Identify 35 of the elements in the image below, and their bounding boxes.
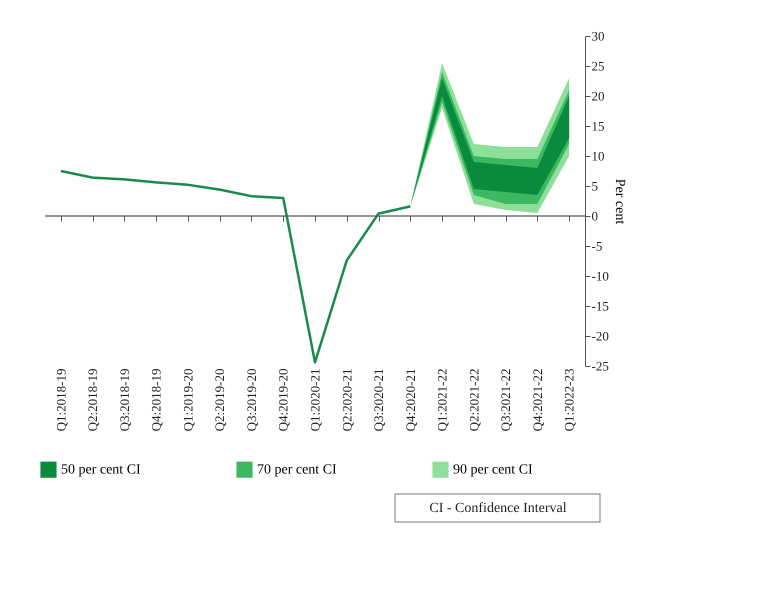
x-tick-label: Q3:2018-19 xyxy=(116,368,132,432)
x-tick-label: Q3:2021-22 xyxy=(498,368,514,432)
x-tick-label: Q4:2019-20 xyxy=(276,368,291,432)
y-tick-label: -5 xyxy=(592,238,602,254)
x-tick-label: Q4:2021-22 xyxy=(530,368,545,432)
y-tick-label: -10 xyxy=(592,268,609,284)
y-tick-label: 30 xyxy=(592,28,604,44)
x-tick-label: Q4:2020-21 xyxy=(402,368,418,432)
x-tick-label: Q2:2018-19 xyxy=(85,368,100,432)
x-tick-label: Q1:2018-19 xyxy=(53,368,68,432)
x-tick-label: Q2:2019-20 xyxy=(212,368,228,432)
y-tick-label: 25 xyxy=(592,58,604,74)
x-tick-label: Q1:2021-22 xyxy=(434,368,450,432)
legend-label: 90 per cent CI xyxy=(453,462,534,478)
y-tick-label: 0 xyxy=(592,208,598,224)
y-tick-label: -25 xyxy=(592,358,609,374)
y-tick-label: 20 xyxy=(592,88,604,104)
y-tick-label: 15 xyxy=(592,118,604,134)
y-tick-label: 10 xyxy=(592,148,604,164)
y-tick-label: -15 xyxy=(592,298,609,314)
x-tick-label: Q3:2020-21 xyxy=(371,368,386,432)
legend-label: 50 per cent CI xyxy=(61,462,142,478)
y-tick-label: -20 xyxy=(592,328,609,344)
x-tick-label: Q1:2022-23 xyxy=(562,368,577,432)
text: CI - Confidence Interval xyxy=(429,501,567,516)
x-tick-label: Q3:2019-20 xyxy=(244,368,259,432)
x-tick-label: Q1:2019-20 xyxy=(180,368,196,432)
y-axis-title: Per cent xyxy=(612,178,627,224)
x-tick-label: Q2:2020-21 xyxy=(339,368,354,432)
x-tick-label: Q2:2021-22 xyxy=(466,368,482,432)
x-tick-label: Q4:2018-19 xyxy=(148,368,164,432)
legend-label: 70 per cent CI xyxy=(257,462,338,478)
y-tick-label: 5 xyxy=(592,178,598,194)
line-series xyxy=(60,170,412,364)
x-tick-label: Q1:2020-21 xyxy=(308,368,322,432)
